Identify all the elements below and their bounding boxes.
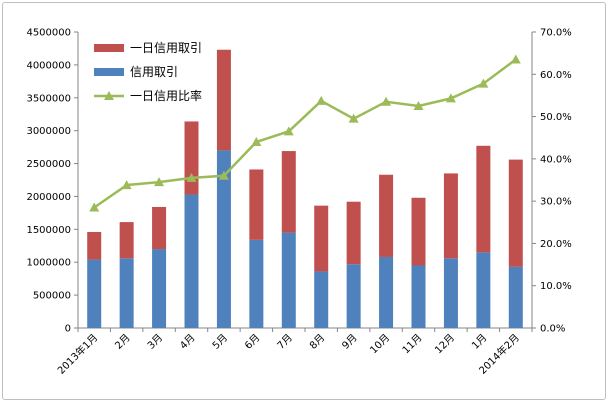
left-tick-label: 1000000 — [26, 258, 71, 269]
legend-label: 信用取引 — [130, 65, 178, 79]
ratio-marker — [478, 78, 489, 88]
right-tick-label: 10.0% — [540, 281, 572, 292]
bar-ichinichi — [508, 159, 523, 267]
right-tick-label: 30.0% — [540, 197, 572, 208]
bar-shinyo — [152, 249, 167, 328]
bar-shinyo — [508, 266, 523, 328]
x-tick-label: 10月 — [368, 332, 393, 357]
bar-ichinichi — [443, 173, 458, 259]
ratio-marker — [413, 101, 424, 110]
ratio-marker — [316, 95, 327, 105]
ratio-marker — [348, 113, 359, 123]
bar-shinyo — [411, 265, 426, 328]
bar-shinyo — [476, 252, 491, 328]
bar-shinyo — [249, 239, 264, 328]
bar-ichinichi — [379, 174, 394, 257]
ratio-marker — [89, 202, 100, 212]
left-tick-label: 4500000 — [26, 28, 71, 39]
legend-label: 一日信用取引 — [130, 41, 202, 55]
left-tick-label: 3000000 — [26, 126, 71, 137]
left-tick-label: 500000 — [33, 291, 71, 302]
legend-label: 一日信用比率 — [130, 88, 202, 103]
x-tick-label: 9月 — [340, 332, 360, 352]
right-tick-label: 0.0% — [540, 324, 565, 335]
bar-ichinichi — [314, 205, 329, 272]
ratio-marker — [121, 180, 132, 190]
ratio-marker — [154, 177, 165, 187]
ratio-line — [93, 58, 517, 209]
left-tick-label: 3500000 — [26, 93, 71, 104]
bar-shinyo — [346, 264, 361, 328]
bar-ichinichi — [216, 49, 231, 151]
ratio-marker — [186, 172, 197, 182]
bar-ichinichi — [87, 231, 102, 260]
ratio-marker — [251, 136, 262, 146]
left-tick-label: 1500000 — [26, 225, 71, 236]
bar-shinyo — [379, 256, 394, 328]
x-tick-label: 12月 — [432, 332, 457, 357]
bar-ichinichi — [152, 206, 167, 250]
x-tick-label: 2013年1月 — [55, 331, 101, 377]
ratio-marker — [381, 96, 392, 106]
left-tick-label: 2500000 — [26, 159, 71, 170]
legend-swatch-marker — [104, 91, 114, 100]
x-tick-label: 3月 — [145, 332, 165, 352]
bar-shinyo — [216, 150, 231, 328]
legend-swatch — [94, 68, 124, 76]
x-tick-label: 2月 — [113, 332, 133, 352]
bar-shinyo — [443, 258, 458, 328]
bar-shinyo — [281, 232, 296, 328]
x-tick-label: 6月 — [242, 332, 262, 352]
ratio-marker — [218, 170, 229, 180]
left-tick-label: 4000000 — [26, 60, 71, 71]
right-tick-label: 50.0% — [540, 112, 572, 123]
bar-ichinichi — [184, 121, 199, 195]
ratio-marker — [445, 93, 456, 103]
left-tick-label: 2000000 — [26, 192, 71, 203]
x-tick-label: 7月 — [275, 332, 295, 352]
ratio-marker — [510, 54, 521, 64]
x-tick-label: 5月 — [210, 332, 230, 352]
bar-ichinichi — [411, 197, 426, 266]
bar-shinyo — [314, 271, 329, 328]
legend-swatch — [94, 44, 124, 52]
bar-ichinichi — [476, 145, 491, 253]
right-tick-label: 70.0% — [540, 28, 572, 39]
bar-shinyo — [184, 194, 199, 328]
right-tick-label: 20.0% — [540, 239, 572, 250]
bar-ichinichi — [281, 151, 296, 233]
bar-ichinichi — [346, 201, 361, 265]
x-tick-label: 1月 — [469, 332, 489, 352]
x-tick-label: 11月 — [400, 332, 425, 357]
bar-shinyo — [87, 259, 102, 328]
bar-ichinichi — [119, 222, 134, 259]
bar-ichinichi — [249, 169, 264, 240]
left-tick-label: 0 — [65, 324, 71, 335]
right-tick-label: 60.0% — [540, 70, 572, 81]
bar-shinyo — [119, 258, 134, 328]
x-tick-label: 4月 — [178, 332, 198, 352]
right-tick-label: 40.0% — [540, 154, 572, 165]
x-tick-label: 8月 — [307, 332, 327, 352]
ratio-marker — [283, 126, 294, 136]
